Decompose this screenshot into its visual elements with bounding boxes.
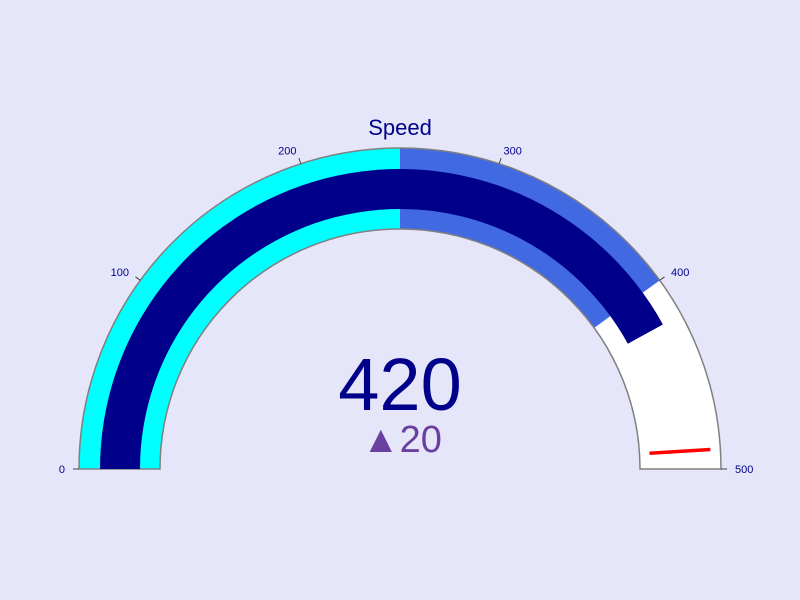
tick-mark-200 — [298, 157, 302, 164]
tick-label-0: 0 — [59, 464, 65, 476]
tick-mark-100 — [135, 276, 141, 281]
tick-mark-300 — [498, 157, 502, 164]
tick-label-300: 300 — [504, 145, 522, 157]
gauge-threshold-group — [649, 447, 711, 456]
gauge-bar-group — [100, 168, 663, 469]
gauge-step-0 — [79, 148, 400, 469]
tick-label-400: 400 — [671, 267, 689, 279]
gauge-value: 420 — [338, 343, 461, 426]
tick-label-500: 500 — [735, 464, 753, 476]
tick-label-100: 100 — [111, 267, 129, 279]
gauge-border — [78, 147, 722, 470]
gauge-ticks: 0 100 200 300 400 500 — [59, 145, 753, 476]
gauge-delta: ▲20 — [362, 419, 442, 461]
tick-mark-400 — [659, 276, 665, 281]
tick-label-200: 200 — [278, 145, 296, 157]
gauge-threshold-line — [649, 447, 711, 456]
chart-title: Speed — [368, 115, 432, 140]
gauge-value-bar — [100, 168, 663, 469]
